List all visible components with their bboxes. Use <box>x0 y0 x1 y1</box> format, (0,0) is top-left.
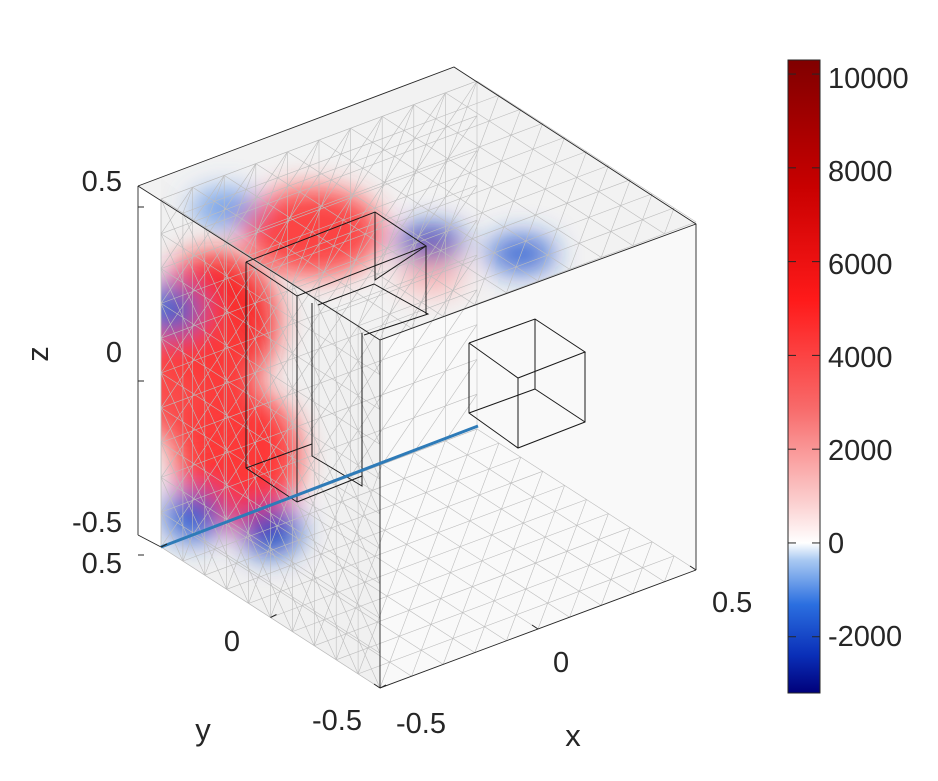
x-axis-label: x <box>565 718 581 753</box>
y-tick-label-mid: 0 <box>224 626 240 658</box>
colorbar-label-neg2000: -2000 <box>828 621 902 653</box>
x-tick-label-left: -0.5 <box>396 708 446 740</box>
axis-ticks <box>138 206 697 689</box>
slice-face-top <box>138 67 696 340</box>
z-axis-label: z <box>20 346 55 362</box>
slice-face-back <box>380 224 696 688</box>
colorbar-bar <box>787 59 821 694</box>
colorbar-label-0: 0 <box>828 528 844 560</box>
z-tick-label-bottom: -0.5 <box>72 507 122 539</box>
embedded-boxes <box>245 211 587 503</box>
y-tick-label-bottom: -0.5 <box>312 705 362 737</box>
y-tick-label-top: 0.5 <box>82 548 122 580</box>
z-tick-label-top: 0.5 <box>82 166 122 198</box>
cube-edges <box>137 66 697 689</box>
colorbar: 10000 8000 6000 4000 2000 0 -2000 <box>787 59 909 694</box>
axes: 0.5 0 -0.5 0.5 0 -0.5 -0.5 0 0.5 z y x <box>20 166 752 753</box>
z-tick-label-mid: 0 <box>106 337 122 369</box>
colorbar-ticks <box>788 73 820 638</box>
inner-box-2 <box>468 318 587 449</box>
y-axis-label: y <box>195 712 211 747</box>
colorbar-label-8000: 8000 <box>828 156 893 188</box>
colorbar-label-2000: 2000 <box>828 435 893 467</box>
colorbar-label-4000: 4000 <box>828 342 893 374</box>
inner-box-1 <box>245 211 430 503</box>
x-tick-label-right: 0.5 <box>712 587 752 619</box>
x-tick-label-mid: 0 <box>553 647 569 679</box>
colorbar-label-6000: 6000 <box>828 249 893 281</box>
edge-line-annotation <box>160 424 479 549</box>
colorbar-label-10000: 10000 <box>828 63 909 95</box>
